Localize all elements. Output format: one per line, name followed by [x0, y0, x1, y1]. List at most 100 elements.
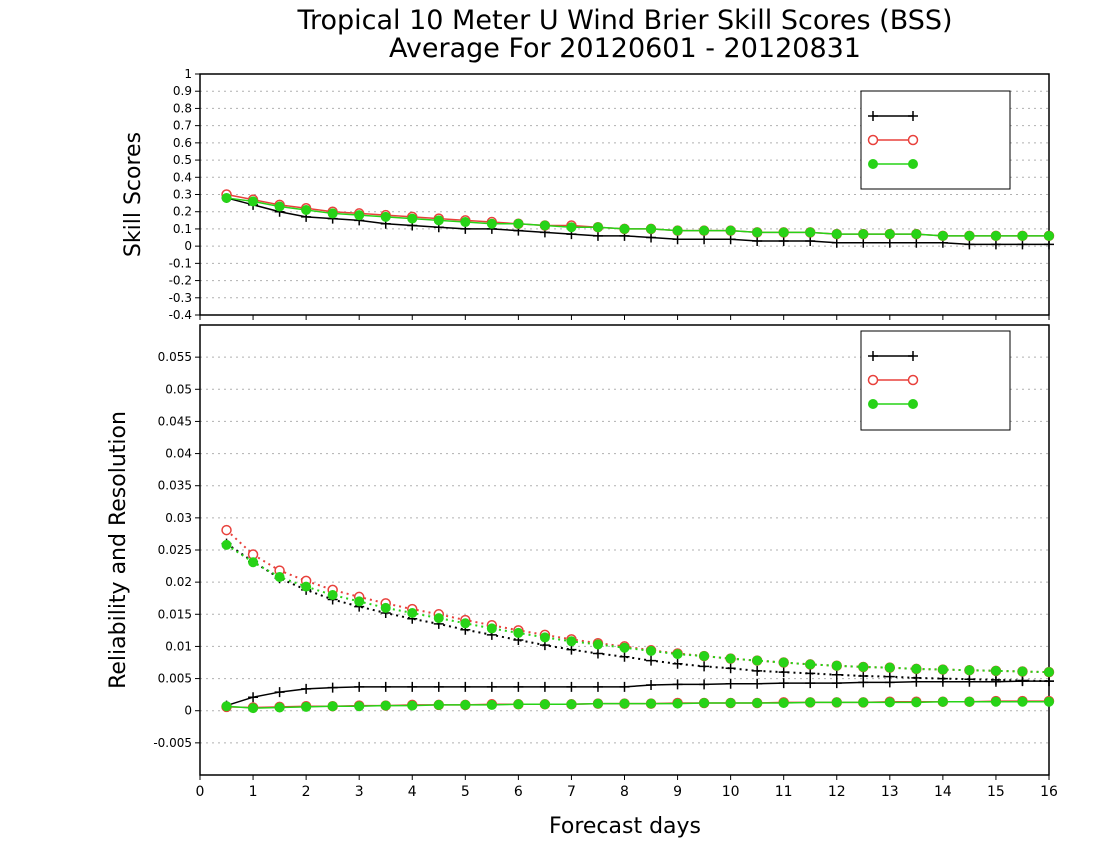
- y-tick-label: -0.005: [153, 736, 192, 750]
- series-line: [226, 700, 1049, 709]
- legend-marker: [907, 134, 919, 146]
- data-point: [1017, 230, 1028, 241]
- data-point: [327, 208, 338, 219]
- data-point: [646, 655, 657, 666]
- data-point: [778, 657, 789, 668]
- data-point: [539, 632, 550, 643]
- data-point: [407, 681, 418, 692]
- data-point: [566, 699, 577, 710]
- data-point: [672, 698, 683, 709]
- data-point: [566, 222, 577, 233]
- data-point: [619, 681, 630, 692]
- x-tick-label: 13: [881, 784, 899, 800]
- series-line: [225, 544, 1050, 674]
- legend-marker: [908, 159, 918, 169]
- x-tick-label: 3: [355, 784, 364, 800]
- data-point: [354, 596, 365, 607]
- data-point: [725, 234, 736, 245]
- data-point: [831, 669, 842, 680]
- data-point: [831, 237, 842, 248]
- y-tick-label: 1: [184, 67, 192, 81]
- x-tick-label: 2: [302, 784, 311, 800]
- data-point: [301, 581, 312, 592]
- data-point: [460, 699, 471, 710]
- data-point: [486, 681, 497, 692]
- data-point: [805, 227, 816, 238]
- data-point: [805, 678, 816, 689]
- series-black-solid: [221, 192, 1054, 250]
- data-point: [911, 672, 922, 683]
- data-point: [752, 227, 763, 238]
- y-tick-label: 0.01: [165, 639, 192, 653]
- data-point: [407, 608, 418, 618]
- data-point: [778, 235, 789, 246]
- data-point: [433, 681, 444, 692]
- data-point: [778, 678, 789, 689]
- data-point: [805, 659, 816, 670]
- data-point: [831, 229, 842, 240]
- data-point: [805, 235, 816, 246]
- data-point: [619, 642, 630, 653]
- data-point: [725, 678, 736, 689]
- data-point: [1044, 667, 1054, 678]
- x-tick-label: 7: [567, 784, 576, 800]
- data-point: [990, 674, 1001, 685]
- y-tick-label: 0.04: [165, 447, 192, 461]
- data-point: [619, 223, 630, 234]
- data-point: [513, 218, 524, 229]
- y-axis-label: Skill Scores: [121, 132, 146, 257]
- data-point: [752, 235, 763, 246]
- y-tick-label: 0.2: [173, 205, 192, 219]
- data-point: [646, 680, 657, 690]
- y-tick-label: -0.3: [169, 291, 192, 305]
- data-point: [752, 698, 763, 708]
- data-point: [858, 229, 869, 240]
- data-point: [884, 671, 895, 682]
- y-tick-label: 0.8: [173, 101, 192, 115]
- data-point: [752, 678, 763, 689]
- x-tick-label: 16: [1040, 784, 1058, 800]
- data-point: [699, 679, 710, 690]
- data-point: [884, 662, 895, 673]
- data-point: [380, 602, 391, 613]
- x-axis-label: Forecast days: [549, 814, 701, 839]
- y-tick-label: 0.03: [165, 511, 192, 525]
- series-green-dotted: [221, 539, 1054, 678]
- data-point: [274, 201, 285, 212]
- chart-subtitle: Average For 20120601 - 20120831: [389, 33, 861, 64]
- data-point: [831, 697, 842, 708]
- data-point: [884, 237, 895, 248]
- chart-title: Tropical 10 Meter U Wind Brier Skill Sco…: [296, 5, 952, 36]
- data-point: [486, 218, 497, 229]
- data-point: [592, 639, 603, 650]
- data-point: [592, 698, 603, 709]
- legend: [860, 90, 1011, 190]
- series-black-solid: [221, 676, 1054, 711]
- data-point: [460, 681, 471, 692]
- legend-marker: [867, 134, 879, 146]
- y-tick-label: 0.045: [158, 414, 192, 428]
- skill-scores-panel: -0.4 -0.3 -0.2 -0.1 0 0.1 0.2 0.3 0.4 0.5 0.6 0.7 0.…: [121, 67, 1055, 322]
- x-tick-label: 11: [775, 784, 793, 800]
- y-tick-label: 0.005: [158, 672, 192, 686]
- data-point: [964, 239, 975, 250]
- y-tick-label: -0.1: [169, 256, 192, 270]
- data-point: [407, 213, 418, 224]
- x-tick-label: 0: [196, 784, 205, 800]
- data-point: [858, 237, 869, 248]
- data-point: [646, 645, 657, 656]
- legend: [860, 330, 1011, 431]
- data-point: [964, 665, 975, 676]
- data-point: [354, 210, 365, 221]
- data-point: [1044, 696, 1054, 707]
- data-point: [1017, 666, 1028, 677]
- y-tick-label: 0.5: [173, 153, 192, 167]
- data-point: [778, 227, 789, 238]
- data-point: [858, 662, 869, 672]
- data-point: [937, 664, 948, 675]
- data-point: [513, 699, 524, 710]
- data-point: [221, 192, 232, 203]
- data-point: [327, 682, 338, 693]
- data-point: [539, 220, 550, 231]
- data-point: [380, 681, 391, 692]
